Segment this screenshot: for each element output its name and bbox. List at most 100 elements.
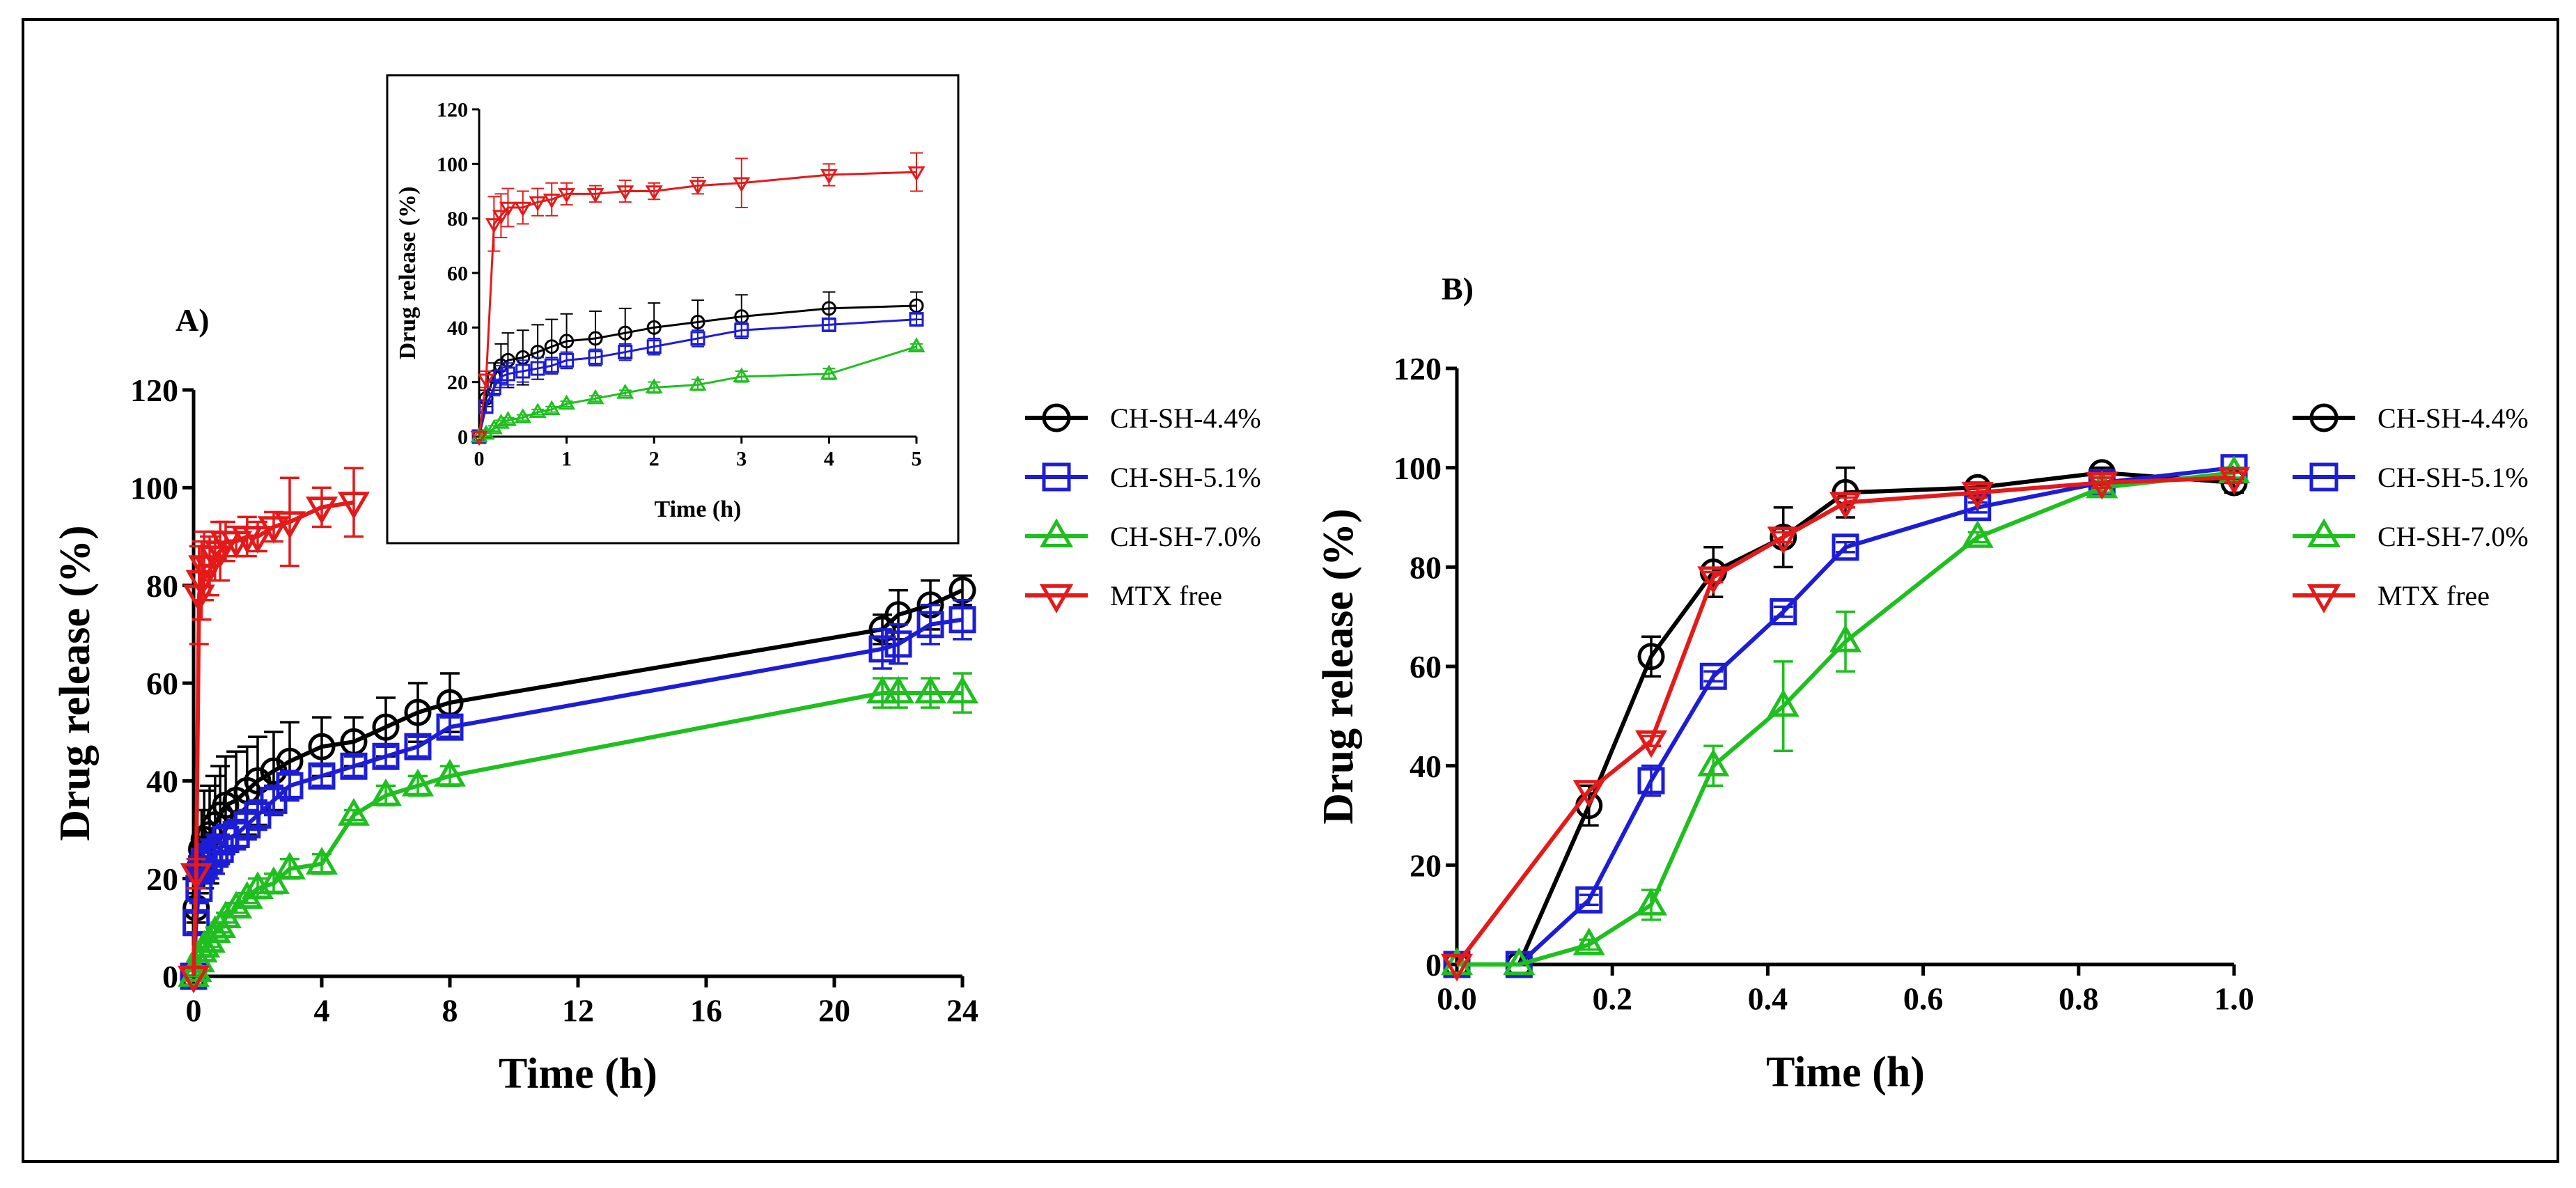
data-point bbox=[645, 378, 663, 393]
data-point bbox=[949, 606, 976, 634]
x-tick-label: 0.0 bbox=[1437, 980, 1477, 1016]
data-point bbox=[690, 315, 705, 329]
series-MTX free bbox=[177, 467, 370, 994]
data-point bbox=[1829, 624, 1862, 652]
data-point bbox=[369, 778, 403, 806]
data-point bbox=[273, 852, 306, 880]
data-point bbox=[689, 375, 707, 391]
data-point bbox=[404, 698, 432, 726]
series-CH-SH-4.4% bbox=[1443, 459, 2248, 978]
data-point bbox=[821, 317, 836, 332]
series-CH-SH-5.1% bbox=[180, 598, 976, 990]
data-point bbox=[244, 801, 272, 829]
series-CH-SH-5.1% bbox=[1443, 454, 2248, 978]
data-point bbox=[515, 364, 531, 379]
series-line bbox=[192, 691, 962, 978]
legend-A: CH-SH-4.4% CH-SH-5.1% CH-SH-7.0% MTX free bbox=[1025, 402, 1261, 613]
data-point bbox=[586, 188, 604, 203]
data-point bbox=[1770, 598, 1797, 626]
x-tick-label: 0.4 bbox=[1748, 980, 1788, 1016]
data-point bbox=[500, 366, 515, 382]
data-point bbox=[1697, 749, 1730, 776]
chart-A-inset: 0 20 40 60 80 100 120 0 1 2 3 4 5 Time (h) Drug releas… bbox=[395, 99, 926, 522]
data-point bbox=[616, 383, 634, 399]
data-point bbox=[1699, 662, 1727, 690]
data-point bbox=[372, 742, 400, 770]
y-tick-label: 60 bbox=[146, 666, 178, 701]
y-tick-label: 0 bbox=[162, 959, 178, 994]
legend-item: CH-SH-5.1% bbox=[2293, 462, 2529, 493]
data-point bbox=[485, 218, 503, 233]
x-tick-label: 0.8 bbox=[2059, 980, 2099, 1016]
data-point bbox=[273, 511, 306, 539]
y-tick-label: 80 bbox=[447, 208, 468, 230]
data-point bbox=[916, 611, 944, 639]
x-tick-label: 20 bbox=[818, 992, 850, 1028]
data-point bbox=[308, 733, 336, 760]
data-point bbox=[907, 337, 926, 352]
y-axis-label: Drug release (%) bbox=[395, 187, 421, 360]
data-point bbox=[586, 389, 604, 405]
series-line bbox=[192, 617, 963, 977]
data-point bbox=[492, 210, 510, 226]
y-tick-label: 120 bbox=[437, 99, 468, 122]
data-point bbox=[305, 847, 338, 875]
x-tick-label: 4 bbox=[314, 992, 330, 1028]
data-point bbox=[1634, 887, 1668, 916]
data-point bbox=[542, 400, 561, 416]
data-point bbox=[308, 762, 336, 790]
legend-item: CH-SH-5.1% bbox=[1025, 462, 1261, 493]
legend-item: CH-SH-4.4% bbox=[1025, 402, 1261, 434]
legend-label: MTX free bbox=[1110, 580, 1222, 611]
data-point bbox=[907, 166, 926, 182]
data-point bbox=[1767, 689, 1800, 717]
data-point bbox=[882, 675, 915, 704]
data-point bbox=[260, 786, 288, 814]
data-point bbox=[2086, 471, 2118, 500]
data-point bbox=[646, 320, 662, 335]
data-point bbox=[305, 497, 338, 524]
legend-item: CH-SH-7.0% bbox=[2293, 518, 2529, 552]
x-tick-label: 4 bbox=[824, 448, 834, 471]
data-point bbox=[733, 367, 751, 383]
data-point bbox=[909, 312, 924, 327]
data-point bbox=[588, 350, 603, 365]
legend-label: CH-SH-7.0% bbox=[1110, 521, 1261, 552]
inset-frame bbox=[386, 74, 960, 545]
legend-marker bbox=[2306, 584, 2341, 613]
data-point bbox=[188, 930, 221, 958]
y-tick-label: 20 bbox=[1410, 847, 1442, 883]
data-point bbox=[820, 364, 838, 380]
data-point bbox=[1440, 947, 1474, 976]
x-axis-label: Time (h) bbox=[655, 497, 742, 522]
x-axis-label: Time (h) bbox=[1766, 1049, 1925, 1096]
data-point bbox=[337, 797, 370, 826]
data-point bbox=[1634, 730, 1668, 758]
data-point bbox=[514, 408, 532, 423]
data-point bbox=[257, 516, 290, 545]
data-point bbox=[544, 358, 559, 373]
data-point bbox=[646, 339, 662, 354]
legend-B: CH-SH-4.4% CH-SH-5.1% CH-SH-7.0% MTX free bbox=[2293, 402, 2529, 613]
data-point bbox=[645, 185, 663, 201]
legend-item: MTX free bbox=[1025, 580, 1222, 613]
series-line bbox=[1457, 470, 2235, 967]
legend-item: CH-SH-7.0% bbox=[1025, 518, 1261, 552]
data-point bbox=[340, 752, 368, 780]
data-point bbox=[1697, 566, 1730, 595]
x-axis-label: Time (h) bbox=[499, 1050, 657, 1097]
data-point bbox=[1637, 643, 1665, 671]
data-point bbox=[177, 965, 210, 994]
data-point bbox=[1767, 526, 1800, 555]
data-point bbox=[559, 334, 575, 349]
data-point bbox=[868, 635, 896, 663]
x-tick-label: 12 bbox=[562, 992, 594, 1028]
x-tick-label: 8 bbox=[442, 992, 458, 1028]
y-tick-label: 40 bbox=[447, 317, 468, 340]
data-point bbox=[470, 430, 488, 446]
data-point bbox=[616, 185, 634, 201]
data-point bbox=[499, 201, 517, 217]
y-tick-label: 100 bbox=[437, 153, 468, 176]
